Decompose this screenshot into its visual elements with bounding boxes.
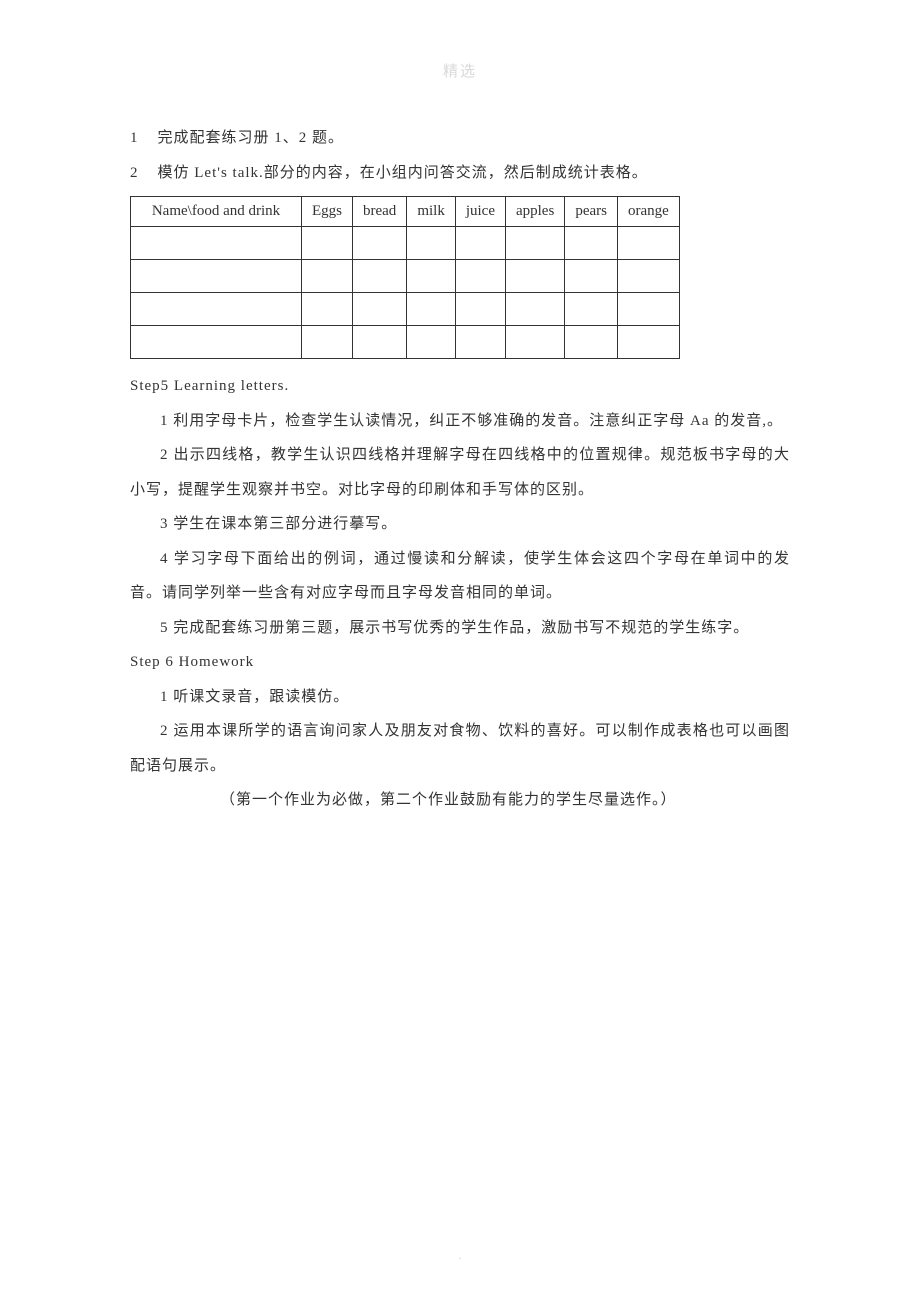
intro-item-1: 1 完成配套练习册 1、2 题。 — [130, 121, 790, 156]
table-header-cell: apples — [505, 197, 564, 227]
table-cell-empty — [617, 260, 679, 293]
table-cell-empty — [131, 227, 302, 260]
step5-p4: 4 学习字母下面给出的例词，通过慢读和分解读，使学生体会这四个字母在单词中的发音… — [130, 542, 790, 611]
page-footer-mark: . — [459, 1251, 462, 1262]
table-header-cell: milk — [407, 197, 456, 227]
table-header-cell: pears — [565, 197, 618, 227]
table-header-cell: Eggs — [302, 197, 353, 227]
table-header-cell: orange — [617, 197, 679, 227]
table-header-cell: Name\food and drink — [131, 197, 302, 227]
table-cell-empty — [302, 227, 353, 260]
step5-p3: 3 学生在课本第三部分进行摹写。 — [130, 507, 790, 542]
step5-p1: 1 利用字母卡片，检查学生认读情况，纠正不够准确的发音。注意纠正字母 Aa 的发… — [130, 404, 790, 439]
table-cell-empty — [617, 293, 679, 326]
table-cell-empty — [407, 227, 456, 260]
table-cell-empty — [505, 227, 564, 260]
table-row — [131, 227, 680, 260]
table-cell-empty — [565, 227, 618, 260]
intro-item-1-text: 完成配套练习册 1、2 题。 — [158, 130, 345, 146]
food-survey-table: Name\food and drink Eggs bread milk juic… — [130, 196, 680, 359]
table-cell-empty — [455, 227, 505, 260]
intro-item-2-num: 2 — [130, 165, 139, 181]
step6-p1: 1 听课文录音，跟读模仿。 — [130, 680, 790, 715]
table-cell-empty — [302, 293, 353, 326]
table-cell-empty — [617, 227, 679, 260]
intro-item-2-text-b: Let's talk. — [194, 165, 264, 181]
table-cell-empty — [131, 326, 302, 359]
step6-p2: 2 运用本课所学的语言询问家人及朋友对食物、饮料的喜好。可以制作成表格也可以画图… — [130, 714, 790, 783]
step6-title: Step 6 Homework — [130, 645, 790, 680]
table-header-row: Name\food and drink Eggs bread milk juic… — [131, 197, 680, 227]
table-cell-empty — [455, 326, 505, 359]
table-cell-empty — [617, 326, 679, 359]
table-header-cell: juice — [455, 197, 505, 227]
table-cell-empty — [131, 293, 302, 326]
intro-item-2-text-c: 部分的内容，在小组内问答交流，然后制成统计表格。 — [264, 165, 648, 181]
table-cell-empty — [565, 293, 618, 326]
intro-item-2-text-a: 模仿 — [158, 165, 195, 181]
table-cell-empty — [565, 260, 618, 293]
table-cell-empty — [505, 293, 564, 326]
table-cell-empty — [455, 260, 505, 293]
table-row — [131, 293, 680, 326]
table-cell-empty — [505, 260, 564, 293]
table-body — [131, 227, 680, 359]
step5-p5: 5 完成配套练习册第三题，展示书写优秀的学生作品，激励书写不规范的学生练字。 — [130, 611, 790, 646]
step5-title: Step5 Learning letters. — [130, 369, 790, 404]
table-row — [131, 326, 680, 359]
document-page: 精选 1 完成配套练习册 1、2 题。 2 模仿 Let's talk.部分的内… — [0, 0, 920, 858]
table-cell-empty — [455, 293, 505, 326]
table-cell-empty — [505, 326, 564, 359]
table-cell-empty — [407, 293, 456, 326]
table-cell-empty — [565, 326, 618, 359]
table-cell-empty — [353, 227, 407, 260]
table-cell-empty — [353, 293, 407, 326]
table-cell-empty — [353, 326, 407, 359]
intro-item-1-num: 1 — [130, 130, 139, 146]
table-cell-empty — [407, 326, 456, 359]
table-cell-empty — [302, 326, 353, 359]
table-row — [131, 260, 680, 293]
table-header-cell: bread — [353, 197, 407, 227]
intro-item-2: 2 模仿 Let's talk.部分的内容，在小组内问答交流，然后制成统计表格。 — [130, 156, 790, 191]
step6-note: （第一个作业为必做，第二个作业鼓励有能力的学生尽量选作。） — [130, 783, 790, 818]
table-cell-empty — [302, 260, 353, 293]
table-cell-empty — [407, 260, 456, 293]
table-cell-empty — [131, 260, 302, 293]
table-cell-empty — [353, 260, 407, 293]
step5-p2: 2 出示四线格，教学生认识四线格并理解字母在四线格中的位置规律。规范板书字母的大… — [130, 438, 790, 507]
page-header-watermark: 精选 — [130, 60, 790, 81]
